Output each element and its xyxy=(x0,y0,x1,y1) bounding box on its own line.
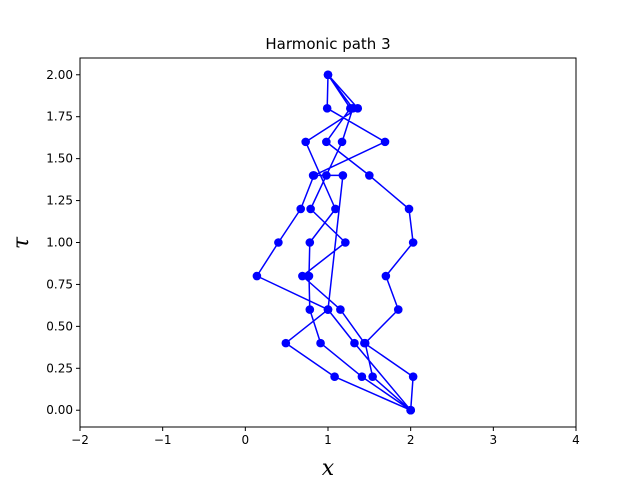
data-point xyxy=(322,171,331,180)
data-point xyxy=(360,338,369,348)
x-tick-label: 1 xyxy=(324,433,332,447)
y-tick-label: 0.75 xyxy=(46,277,73,291)
data-point xyxy=(404,204,414,214)
y-tick-label: 0.25 xyxy=(46,361,73,375)
y-tick-label: 1.75 xyxy=(46,110,73,124)
x-tick-label: 0 xyxy=(242,433,250,447)
data-point xyxy=(380,137,390,147)
axes: −2 −1 0 1 2 3 4 0.00 0.25 0.50 0.75 1.00 1.25 1.50 1.7… xyxy=(46,57,580,447)
data-point xyxy=(331,204,340,214)
data-point xyxy=(338,171,348,180)
data-point xyxy=(408,238,418,247)
data-point xyxy=(336,305,345,314)
data-point xyxy=(308,171,318,180)
data-point xyxy=(301,137,310,147)
data-point xyxy=(305,305,315,314)
y-tick-label: 1.00 xyxy=(46,236,73,250)
x-tick-label: 4 xyxy=(572,433,580,447)
data-point xyxy=(252,271,262,281)
y-tick-label: 0.50 xyxy=(46,319,73,333)
data-point xyxy=(408,372,418,381)
data-point xyxy=(305,238,315,247)
data-point xyxy=(316,338,325,348)
y-tick-label: 2.00 xyxy=(46,68,73,82)
data-point xyxy=(323,305,333,314)
x-tick-label: −2 xyxy=(71,433,89,447)
data-point xyxy=(322,137,331,147)
data-point xyxy=(393,305,403,314)
y-axis-label: τ xyxy=(9,236,34,249)
data-point xyxy=(306,204,315,214)
data-point xyxy=(274,238,283,247)
data-point xyxy=(298,271,307,281)
data-point xyxy=(304,271,314,281)
data-point xyxy=(341,238,350,247)
series-line xyxy=(256,74,414,411)
data-point xyxy=(323,70,333,80)
data-point xyxy=(330,372,339,381)
x-tick-label: 3 xyxy=(490,433,498,447)
data-point xyxy=(281,338,291,348)
data-point xyxy=(365,171,374,180)
data-point xyxy=(322,104,332,113)
y-tick-label: 1.25 xyxy=(46,194,73,208)
data-point xyxy=(368,372,377,381)
x-axis-label: x xyxy=(322,456,335,480)
data-point xyxy=(337,137,347,147)
data-point xyxy=(381,271,391,281)
x-tick-label: −1 xyxy=(154,433,172,447)
data-point xyxy=(350,338,359,348)
y-tick-label: 0.00 xyxy=(46,403,73,417)
data-point xyxy=(406,405,415,415)
data-point xyxy=(357,372,367,381)
y-tick-label: 1.50 xyxy=(46,152,73,166)
data-point xyxy=(348,104,358,113)
plot-area xyxy=(252,70,418,415)
chart-title: Harmonic path 3 xyxy=(265,35,390,53)
x-tick-label: 2 xyxy=(407,433,415,447)
data-point xyxy=(296,204,306,214)
